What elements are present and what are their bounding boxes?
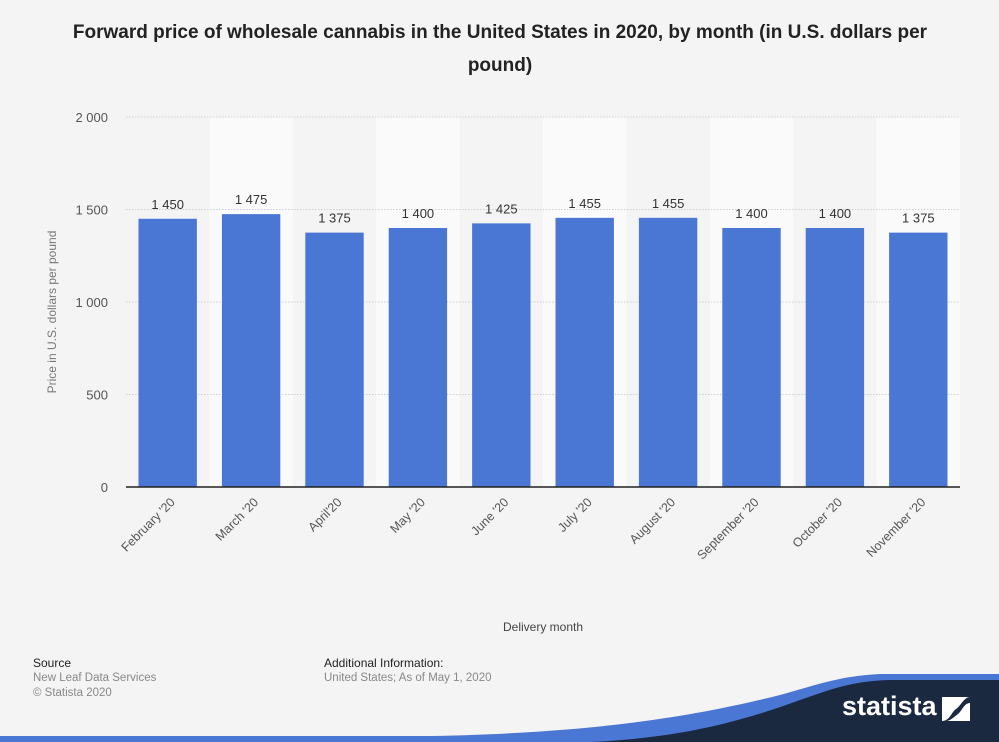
data-label: 1 400 <box>819 206 852 221</box>
x-tick-label: April'20 <box>306 495 345 534</box>
x-tick-label: October '20 <box>790 495 845 550</box>
copyright: © Statista 2020 <box>33 687 112 699</box>
y-tick-label: 500 <box>86 388 108 403</box>
data-label: 1 400 <box>402 206 435 221</box>
data-label: 1 375 <box>318 211 351 226</box>
bar[interactable] <box>805 228 865 487</box>
x-tick-label: March '20 <box>213 495 261 543</box>
x-tick-label: August '20 <box>627 495 678 546</box>
bar[interactable] <box>638 217 698 487</box>
statista-logo-icon <box>942 697 970 721</box>
data-label: 1 455 <box>568 196 601 211</box>
y-tick-label: 1 500 <box>75 203 108 218</box>
y-tick-label: 0 <box>101 480 108 495</box>
statista-logo-text: statista <box>842 691 937 721</box>
data-label: 1 375 <box>902 211 935 226</box>
bar[interactable] <box>555 217 614 487</box>
data-label: 1 475 <box>235 192 268 207</box>
bar[interactable] <box>388 228 448 487</box>
y-axis-ticks: 0 500 1 000 1 500 2 000 <box>75 110 108 495</box>
bar[interactable] <box>722 228 781 487</box>
bar[interactable] <box>138 218 197 487</box>
data-label: 1 425 <box>485 201 518 216</box>
additional-info-block: Additional Information: United States; A… <box>324 656 492 686</box>
additional-info-heading: Additional Information: <box>324 656 444 670</box>
x-tick-label: July '20 <box>555 495 595 535</box>
y-tick-label: 1 000 <box>75 295 108 310</box>
x-tick-label: May '20 <box>387 495 428 536</box>
bar[interactable] <box>305 232 364 487</box>
x-tick-label: June '20 <box>468 495 511 538</box>
bar[interactable] <box>221 214 281 487</box>
data-label: 1 450 <box>151 197 184 212</box>
additional-info-text: United States; As of May 1, 2020 <box>324 672 492 684</box>
y-axis-title: Price in U.S. dollars per pound <box>45 231 59 394</box>
source-block: Source New Leaf Data Services © Statista… <box>33 656 156 701</box>
x-axis-ticks: February '20 March '20 April'20 May '20 June… <box>119 495 929 562</box>
source-name: New Leaf Data Services <box>33 672 157 684</box>
data-label: 1 400 <box>735 206 768 221</box>
data-label: 1 455 <box>652 196 685 211</box>
chart-title: Forward price of wholesale cannabis in t… <box>72 22 928 76</box>
bar[interactable] <box>472 223 531 487</box>
x-tick-label: February '20 <box>119 495 178 554</box>
bar[interactable] <box>889 232 948 487</box>
bars <box>138 214 948 487</box>
x-axis-title: Delivery month <box>502 620 584 634</box>
x-tick-label: November '20 <box>864 495 929 560</box>
value-labels: 1 450 1 475 1 375 1 400 1 425 1 455 1 455 1 400… <box>151 192 934 226</box>
y-tick-label: 2 000 <box>75 110 108 125</box>
x-tick-label: September '20 <box>695 495 762 562</box>
source-heading: Source <box>33 656 72 670</box>
